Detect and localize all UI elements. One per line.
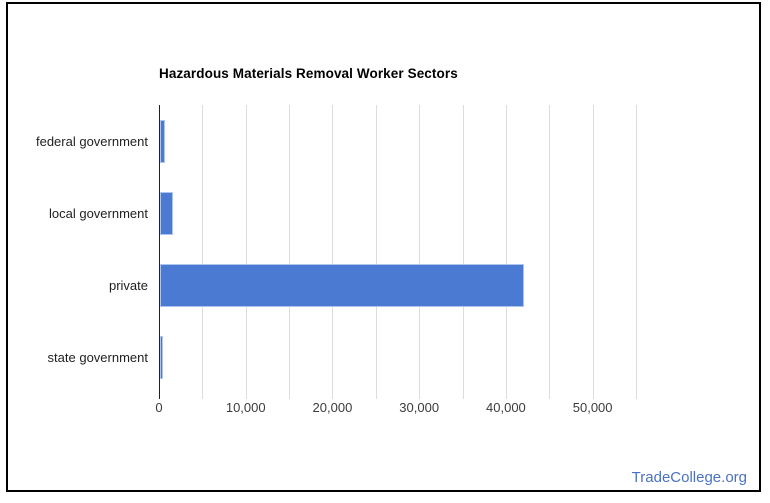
x-axis-labels: 0 10,000 20,000 30,000 40,000 50,000 (155, 400, 636, 418)
gridline (289, 105, 291, 399)
gridline (592, 105, 594, 399)
x-axis-tick-label: 30,000 (399, 400, 440, 415)
gridline (462, 105, 464, 399)
gridline (549, 105, 551, 399)
gridline (202, 105, 204, 399)
category-label: private (108, 278, 148, 294)
bar-federal-government[interactable] (160, 119, 166, 163)
plot-area (159, 105, 637, 399)
category-labels: federal government local government privat… (8, 105, 148, 394)
gridline (505, 105, 507, 399)
gridline (375, 105, 377, 399)
category-label: state government (47, 350, 148, 366)
x-axis-tick-label: 0 (155, 400, 163, 415)
bar-private[interactable] (160, 264, 525, 308)
chart-card: Hazardous Materials Removal Worker Secto… (6, 2, 761, 492)
x-axis-tick-label: 10,000 (225, 400, 266, 415)
x-axis-tick-label: 50,000 (572, 400, 613, 415)
x-axis-tick-label: 40,000 (486, 400, 526, 415)
gridline (419, 105, 421, 399)
category-label: local government (49, 205, 148, 221)
zero-axis-line (159, 105, 160, 399)
category-label: federal government (35, 133, 148, 149)
x-axis-tick-label: 20,000 (312, 400, 353, 415)
gridline (245, 105, 247, 399)
gridline (332, 105, 334, 399)
gridline (636, 105, 637, 399)
bar-local-government[interactable] (160, 191, 174, 235)
bar-state-government[interactable] (160, 336, 164, 380)
brand-link[interactable]: TradeCollege.org (631, 469, 747, 486)
chart-title: Hazardous Materials Removal Worker Secto… (159, 66, 458, 81)
